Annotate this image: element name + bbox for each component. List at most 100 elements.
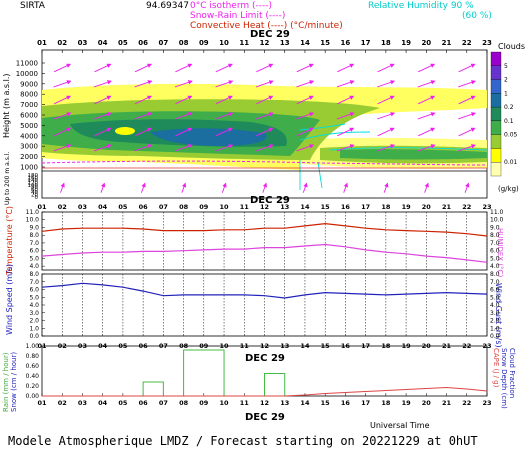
wind-x-tick-label: 15 — [321, 342, 331, 350]
precip-x-tick-label: 07 — [159, 399, 168, 407]
temperature-x-tick-label: 05 — [118, 203, 128, 211]
wind-x-tick-label: 18 — [381, 342, 391, 350]
wind-x-tick-label: 03 — [78, 342, 87, 350]
precip-y-tick-label: 0.60 — [26, 363, 40, 370]
wind-x-tick-label: 16 — [341, 342, 351, 350]
temperature-y-tick-label-right: 10.0 — [490, 217, 504, 224]
wind-arrow — [53, 112, 72, 120]
wind-y-tick-label-right: 0.0 — [490, 333, 500, 340]
wind-arrow — [215, 112, 234, 120]
wind-arrow — [296, 95, 314, 105]
cloud-y-tick-label: 9000 — [20, 80, 38, 88]
wind-arrow — [215, 95, 233, 105]
wind-x-tick-label: 09 — [199, 342, 209, 350]
temperature-y-tick-label-right: 9.0 — [490, 224, 500, 231]
cloud-x-tick-label: 17 — [361, 39, 371, 47]
temperature-x-tick-label: 04 — [98, 203, 108, 211]
wind-y-tick-label: 1.0 — [29, 325, 39, 332]
temperature-x-tick-label: 03 — [78, 203, 87, 211]
colorbar-cell — [490, 79, 502, 94]
precip-y-tick-label: 1.00 — [26, 343, 40, 350]
cloud-band-low-0-1 — [340, 149, 487, 160]
wind-arrow — [417, 63, 436, 73]
cloud-y-tick-label: 8000 — [20, 91, 38, 99]
wind-arrow — [53, 127, 72, 137]
wind-arrow — [458, 95, 476, 105]
temperature-x-tick-label: 11 — [240, 203, 250, 211]
colorbar-cell — [490, 106, 502, 122]
wind-arrows — [53, 63, 476, 193]
cloud-y-tick-label-low: 20 — [31, 193, 38, 199]
wind-arrow — [134, 80, 153, 88]
wind-arrow — [53, 95, 72, 105]
legend-snow-rain: Snow-Rain Limit (----) — [190, 11, 285, 21]
wind-x-tick-label: 22 — [462, 342, 471, 350]
precip-x-tick-label: 06 — [139, 399, 149, 407]
legend-isotherm: 0°C isotherm (----) — [190, 1, 272, 11]
cloud-y-tick-label: 2000 — [20, 153, 38, 161]
precip-x-tick-label: 11 — [240, 399, 250, 407]
cloud-y-tick-label-low: 100 — [28, 183, 39, 189]
wind-y-tick-label: 4.0 — [29, 302, 39, 309]
temperature-x-tick-label: 13 — [280, 203, 289, 211]
cloud-y-tick-label: 7000 — [20, 101, 38, 109]
dynamic-chart-marks: 01 02 03 04 05 06 07 08 09 10 11 12 13 14 15 16 17 18 19 20… — [26, 203, 504, 407]
temperature-y-tick-label-right: 7.0 — [490, 240, 500, 247]
wind-arrow — [377, 112, 396, 120]
cloud-y-tick-label: 6000 — [20, 112, 38, 120]
cloud-x-ticks: 01 02 03 04 05 06 07 08 09 10 11 12 13 14 15 16 17 18 19 20… — [37, 39, 492, 53]
colorbar-tick-label: 0.2 — [504, 104, 514, 111]
cloud-x-tick-label: 19 — [401, 39, 411, 47]
cloud-x-tick-label: 20 — [421, 39, 431, 47]
cloud-x-tick-label: 08 — [179, 39, 189, 47]
precip-x-tick-label: 21 — [442, 399, 452, 407]
cloud-ylabel: Height (m a.s.l.) — [2, 74, 11, 139]
colorbar-tick-label: 0.1 — [504, 118, 514, 125]
wind-arrow — [175, 127, 193, 137]
wind-arrow — [377, 80, 396, 88]
precip-x-tick-label: 16 — [341, 399, 351, 407]
wind-arrow — [134, 127, 152, 137]
wind-arrow — [255, 80, 274, 88]
cloud-x-tick-label: 18 — [381, 39, 391, 47]
precip-panel: DEC 29 DEC 29 Rain (mm / hour) Snow (cm … — [2, 345, 516, 423]
wind-x-tick-label: 23 — [482, 342, 491, 350]
precip-x-tick-label: 10 — [220, 399, 230, 407]
wind-y-tick-label-right: 1.0 — [490, 325, 500, 332]
cloud-y-tick-label: 10000 — [16, 70, 38, 78]
wind-arrow — [464, 182, 470, 193]
cloud-y-tick-label-low: 40 — [31, 190, 38, 196]
temperature-x-tick-label: 06 — [139, 203, 149, 211]
cloud-x-tick-label: 10 — [219, 39, 229, 47]
wind-arrow — [337, 95, 355, 105]
snow-ylabel: Snow (cm / hour) — [10, 352, 18, 412]
wind-arrow — [337, 127, 355, 137]
wind-y-tick-label: 5.0 — [29, 294, 39, 301]
wind-y-tick-label: 7.0 — [29, 279, 39, 286]
wind-arrow — [94, 112, 112, 120]
wind-arrow — [383, 182, 389, 193]
colorbar-tick-label: 0.01 — [504, 159, 518, 166]
cloud-x-tick-label: 06 — [138, 39, 148, 47]
precip-x-tick-label: 08 — [179, 399, 189, 407]
cloud-x-tick-label: 04 — [98, 39, 108, 47]
wind-x-tick-label: 21 — [442, 342, 452, 350]
rain-ylabel: Rain (mm / hour) — [2, 352, 10, 412]
wind-arrow — [417, 112, 436, 120]
temperature-x-tick-label: 17 — [361, 203, 370, 211]
precip-x-tick-label: 15 — [321, 399, 331, 407]
temperature-series-line — [41, 243, 488, 263]
wind-arrow — [458, 112, 476, 120]
wind-y-tick-label-right: 7.0 — [490, 279, 500, 286]
cloud-colorbar: Clouds 5 2 1 0.2 0.1 0.05 0.01 (g/kg) — [490, 42, 525, 193]
wind-x-tick-label: 01 — [37, 342, 47, 350]
wind-x-tick-label: 13 — [280, 342, 289, 350]
precip-y-tick-label: 0.20 — [26, 383, 40, 390]
wind-arrow — [296, 127, 314, 137]
wind-arrow — [256, 127, 274, 137]
coord-label: 94.69347 — [146, 1, 189, 11]
colorbar-cell — [490, 120, 502, 135]
temperature-x-tick-label: 14 — [300, 203, 310, 211]
wind-arrow — [100, 182, 106, 193]
temperature-series-line — [41, 222, 488, 237]
